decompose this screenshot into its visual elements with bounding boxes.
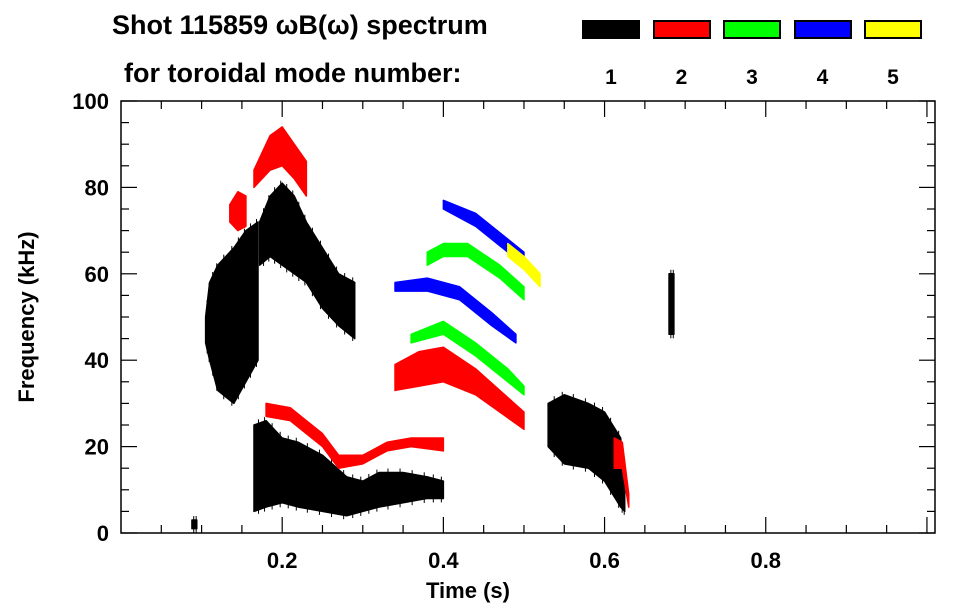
legend-label-mode-2: 2 — [675, 66, 688, 89]
x-tick-label: 0.8 — [750, 548, 781, 573]
y-tick-label: 0 — [97, 521, 109, 546]
y-tick-label: 80 — [85, 175, 109, 200]
spectral-feature-mode-1 — [547, 394, 626, 513]
spectral-feature-mode-2 — [265, 402, 445, 469]
x-tick-label: 0.4 — [428, 548, 459, 573]
x-axis-label: Time (s) — [426, 578, 510, 603]
spectral-feature-mode-3 — [410, 320, 525, 396]
x-tick-label: 0.6 — [589, 548, 620, 573]
legend-label-mode-5: 5 — [887, 66, 899, 89]
spectral-feature-mode-2 — [229, 190, 247, 232]
chart-title: Shot 115859 ωB(ω) spectrum — [112, 10, 488, 40]
spectral-feature-mode-5 — [507, 242, 541, 288]
legend-label-mode-4: 4 — [816, 66, 829, 89]
chart-subtitle: for toroidal mode number: — [124, 58, 462, 88]
y-tick-label: 40 — [85, 348, 109, 373]
legend-swatch-mode-2 — [652, 20, 711, 39]
spectral-feature-mode-1 — [191, 519, 198, 530]
y-tick-label: 60 — [85, 262, 109, 287]
spectral-feature-mode-2 — [253, 126, 308, 197]
spectral-feature-mode-4 — [394, 277, 517, 344]
legend-label-mode-3: 3 — [746, 66, 758, 89]
spectral-feature-mode-1 — [668, 273, 675, 336]
legend-swatch-mode-5 — [864, 20, 922, 39]
spectral-feature-mode-2 — [394, 346, 525, 431]
y-tick-label: 100 — [72, 89, 109, 114]
y-tick-label: 20 — [85, 435, 109, 460]
spectral-feature-mode-3 — [426, 242, 525, 301]
legend-swatch-mode-1 — [582, 20, 640, 39]
legend-label-mode-1: 1 — [605, 66, 617, 89]
legend-swatch-mode-4 — [793, 20, 852, 39]
legend-swatch-mode-3 — [723, 20, 781, 39]
spectral-feature-mode-2 — [613, 437, 630, 508]
x-tick-label: 0.2 — [267, 548, 298, 573]
y-axis-label: Frequency (kHz) — [14, 231, 39, 402]
